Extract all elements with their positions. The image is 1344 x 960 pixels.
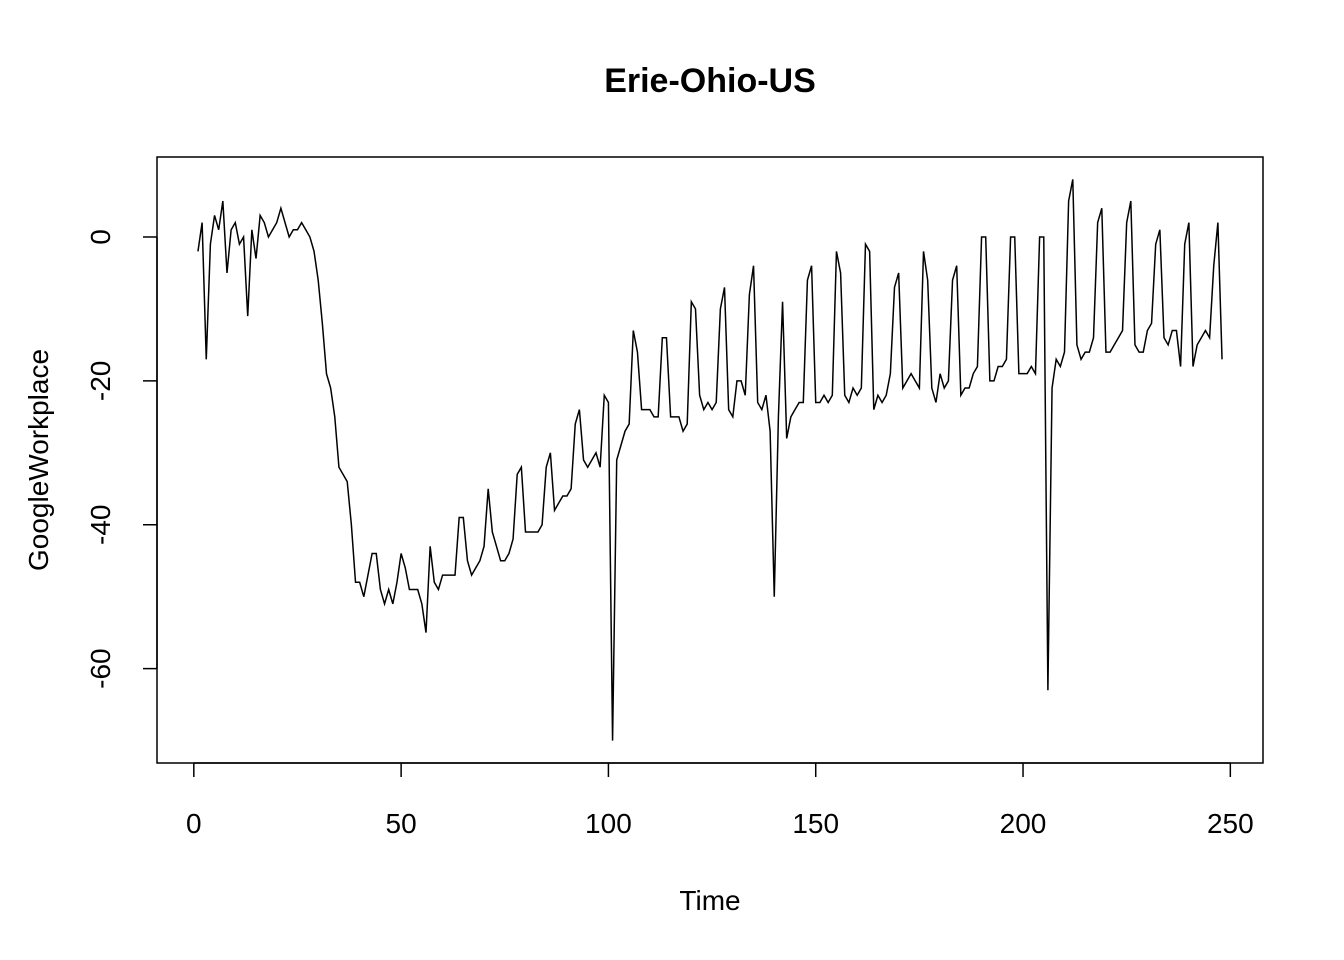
x-tick-label: 150 bbox=[792, 808, 839, 839]
y-axis-label: GoogleWorkplace bbox=[23, 349, 54, 571]
x-tick-label: 0 bbox=[186, 808, 202, 839]
y-tick-label: -60 bbox=[85, 648, 116, 688]
x-tick-label: 100 bbox=[585, 808, 632, 839]
y-tick-label: -40 bbox=[85, 505, 116, 545]
data-line bbox=[197, 179, 1223, 741]
chart-title: Erie-Ohio-US bbox=[604, 62, 816, 100]
x-axis-label: Time bbox=[679, 885, 740, 916]
x-tick-label: 200 bbox=[1000, 808, 1047, 839]
y-tick-label: 0 bbox=[85, 229, 116, 245]
y-tick-label: -20 bbox=[85, 361, 116, 401]
x-tick-label: 50 bbox=[386, 808, 417, 839]
x-tick-label: 250 bbox=[1207, 808, 1254, 839]
